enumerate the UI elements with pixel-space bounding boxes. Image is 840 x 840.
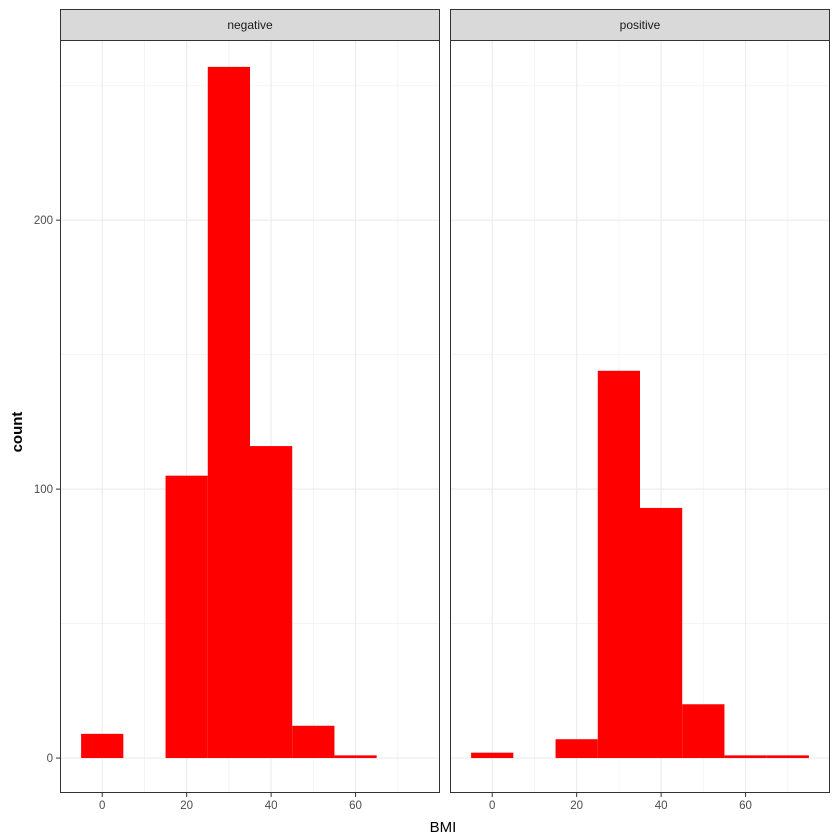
histogram-bar <box>250 446 293 759</box>
histogram-bar <box>334 755 377 759</box>
histogram-bar <box>640 507 683 759</box>
x-axis-title: BMI <box>430 819 457 836</box>
x-tick-label: 20 <box>570 800 583 812</box>
histogram-bar <box>81 733 124 759</box>
x-tick-label: 0 <box>99 800 105 812</box>
histogram-bar <box>724 755 767 759</box>
facet-strip <box>450 9 830 41</box>
y-tick-label: 100 <box>34 484 53 496</box>
facet-panel-negative: negative 0 20 40 60 0 100 200 <box>34 9 440 812</box>
facet-strip <box>60 9 440 41</box>
y-tick-label: 200 <box>34 215 53 227</box>
panels-layer: negative 0 20 40 60 0 100 200 positive 0 20 40 60 <box>34 9 830 812</box>
histogram-bar <box>207 66 250 759</box>
histogram-bar <box>165 475 208 759</box>
x-tick-label: 20 <box>180 800 193 812</box>
histogram-bar <box>292 725 335 759</box>
facet-strip-label: negative <box>227 18 273 32</box>
histogram-bar <box>555 739 598 759</box>
y-tick-label: 0 <box>47 753 53 765</box>
histogram-bar <box>682 704 725 759</box>
histogram-bar <box>597 370 640 759</box>
y-axis-title: count <box>9 412 26 453</box>
x-tick-label: 40 <box>265 800 278 812</box>
x-tick-label: 60 <box>739 800 752 812</box>
x-tick-label: 60 <box>349 800 362 812</box>
histogram-bar <box>471 752 514 759</box>
histogram-bar <box>766 755 809 759</box>
x-tick-label: 0 <box>489 800 495 812</box>
facet-strip-label: positive <box>620 18 661 32</box>
facet-panel-positive: positive 0 20 40 60 <box>450 9 830 812</box>
x-tick-label: 40 <box>655 800 668 812</box>
